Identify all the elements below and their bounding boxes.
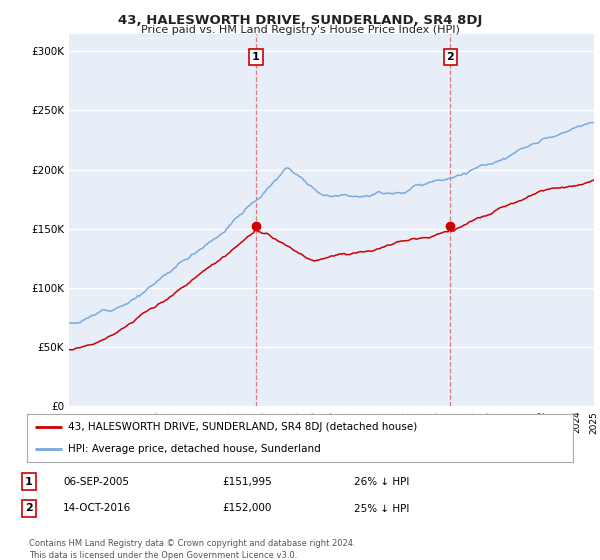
- Text: 26% ↓ HPI: 26% ↓ HPI: [354, 477, 409, 487]
- Text: 1: 1: [252, 52, 260, 62]
- Text: £152,000: £152,000: [222, 503, 271, 514]
- Text: 2: 2: [25, 503, 32, 514]
- Text: 43, HALESWORTH DRIVE, SUNDERLAND, SR4 8DJ: 43, HALESWORTH DRIVE, SUNDERLAND, SR4 8D…: [118, 14, 482, 27]
- Text: HPI: Average price, detached house, Sunderland: HPI: Average price, detached house, Sund…: [68, 444, 320, 454]
- Text: 14-OCT-2016: 14-OCT-2016: [63, 503, 131, 514]
- Text: Contains HM Land Registry data © Crown copyright and database right 2024.
This d: Contains HM Land Registry data © Crown c…: [29, 539, 355, 559]
- Text: 2: 2: [446, 52, 454, 62]
- Text: 06-SEP-2005: 06-SEP-2005: [63, 477, 129, 487]
- Text: 25% ↓ HPI: 25% ↓ HPI: [354, 503, 409, 514]
- Text: 43, HALESWORTH DRIVE, SUNDERLAND, SR4 8DJ (detached house): 43, HALESWORTH DRIVE, SUNDERLAND, SR4 8D…: [68, 422, 417, 432]
- Text: 1: 1: [25, 477, 32, 487]
- Text: £151,995: £151,995: [222, 477, 272, 487]
- Text: Price paid vs. HM Land Registry's House Price Index (HPI): Price paid vs. HM Land Registry's House …: [140, 25, 460, 35]
